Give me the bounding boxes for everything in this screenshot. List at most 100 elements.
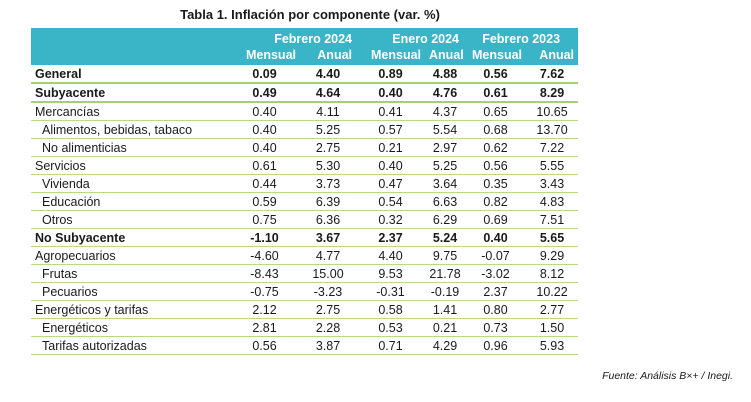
row-value: 7.62 [526, 65, 579, 84]
row-value: 0.56 [229, 336, 300, 355]
row-value: 0.21 [356, 138, 426, 157]
row-value: -4.60 [229, 246, 300, 265]
row-label: Energéticos [31, 318, 229, 337]
table-row: No Subyacente -1.10 3.67 2.37 5.24 0.40 5.65 [31, 228, 579, 247]
header-mensual: Mensual [472, 48, 523, 62]
row-value: 6.63 [425, 192, 466, 211]
table-row: Subyacente 0.49 4.64 0.40 4.76 0.61 8.29 [31, 83, 579, 103]
header-sub-row: Mensual Anual Mensual Anual Mensual Anua… [31, 47, 579, 65]
row-label: General [31, 65, 229, 84]
row-value: 0.47 [356, 174, 426, 193]
row-value: 0.68 [465, 120, 527, 139]
row-value: 0.73 [465, 318, 527, 337]
row-value: -0.31 [356, 282, 426, 301]
row-value: 0.58 [356, 300, 426, 319]
row-value: 0.80 [465, 300, 527, 319]
table-row: Vivienda 0.44 3.73 0.47 3.64 0.35 3.43 [31, 174, 579, 193]
row-value: 5.65 [526, 228, 579, 247]
row-value: 0.82 [465, 192, 527, 211]
row-value: 0.40 [229, 138, 300, 157]
header-mensual: Mensual [245, 48, 296, 62]
header-mensual: Mensual [371, 48, 422, 62]
table-row: Pecuarios -0.75 -3.23 -0.31 -0.19 2.37 10.22 [31, 282, 579, 301]
table-row: Tarifas autorizadas 0.56 3.87 0.71 4.29 0.96 5… [31, 336, 579, 355]
row-value: 8.29 [526, 83, 579, 103]
row-value: 21.78 [425, 264, 466, 283]
row-value: 5.25 [425, 156, 466, 175]
row-value: 2.37 [465, 282, 527, 301]
inflation-table: Febrero 2024 Enero 2024 Febrero 2023 Men… [31, 28, 579, 355]
row-value: 2.81 [229, 318, 300, 337]
row-label: Vivienda [31, 174, 229, 193]
row-value: 2.75 [300, 138, 357, 157]
row-value: 4.88 [425, 65, 466, 84]
source-note: Fuente: Análisis B×+ / Inegi. [602, 370, 733, 382]
row-value: 0.44 [229, 174, 300, 193]
row-value: 0.56 [465, 156, 527, 175]
row-value: 9.53 [356, 264, 426, 283]
row-label: No Subyacente [31, 228, 229, 247]
row-value: 0.40 [465, 228, 527, 247]
row-value: 0.62 [465, 138, 527, 157]
table-row: Educación 0.59 6.39 0.54 6.63 0.82 4.83 [31, 192, 579, 211]
row-value: 10.65 [526, 102, 579, 121]
row-value: 1.41 [425, 300, 466, 319]
row-value: 4.83 [526, 192, 579, 211]
row-value: 4.29 [425, 336, 466, 355]
row-value: -1.10 [229, 228, 300, 247]
row-value: 0.75 [229, 210, 300, 229]
table-row: Agropecuarios -4.60 4.77 4.40 9.75 -0.07 9.29 [31, 246, 579, 265]
row-value: 3.87 [300, 336, 357, 355]
table-row: Mercancías 0.40 4.11 0.41 4.37 0.65 10.65 [31, 102, 579, 121]
row-value: 8.12 [526, 264, 579, 283]
row-value: 0.21 [425, 318, 466, 337]
table-row: Servicios 0.61 5.30 0.40 5.25 0.56 5.55 [31, 156, 579, 175]
row-value: 0.65 [465, 102, 527, 121]
row-value: 0.61 [229, 156, 300, 175]
row-value: 6.39 [300, 192, 357, 211]
row-value: -0.75 [229, 282, 300, 301]
row-value: 5.54 [425, 120, 466, 139]
table-row: Energéticos 2.81 2.28 0.53 0.21 0.73 1.50 [31, 318, 579, 337]
header-period-feb-2023: Febrero 2023 [482, 31, 561, 46]
row-value: 0.40 [356, 83, 426, 103]
row-label: Pecuarios [31, 282, 229, 301]
table-row: Energéticos y tarifas 2.12 2.75 0.58 1.41 0.8… [31, 300, 579, 319]
row-value: 7.51 [526, 210, 579, 229]
row-label: No alimenticias [31, 138, 229, 157]
table-row: General 0.09 4.40 0.89 4.88 0.56 7.62 [31, 65, 579, 84]
row-value: 0.69 [465, 210, 527, 229]
row-value: 4.76 [425, 83, 466, 103]
row-value: 13.70 [526, 120, 579, 139]
row-value: 4.77 [300, 246, 357, 265]
row-value: 3.67 [300, 228, 357, 247]
row-value: 0.59 [229, 192, 300, 211]
row-value: 10.22 [526, 282, 579, 301]
row-value: 0.53 [356, 318, 426, 337]
row-value: -0.07 [465, 246, 527, 265]
row-value: 1.50 [526, 318, 579, 337]
row-value: 0.32 [356, 210, 426, 229]
row-label: Agropecuarios [31, 246, 229, 265]
row-value: 2.12 [229, 300, 300, 319]
row-value: 0.56 [465, 65, 527, 84]
table-row: Alimentos, bebidas, tabaco 0.40 5.25 0.57 5.… [31, 120, 579, 139]
row-value: -0.19 [425, 282, 466, 301]
header-period-feb-2024: Febrero 2024 [274, 31, 353, 46]
row-value: 4.37 [425, 102, 466, 121]
row-value: 5.30 [300, 156, 357, 175]
row-value: 2.75 [300, 300, 357, 319]
row-value: 15.00 [300, 264, 357, 283]
header-anual: Anual [429, 48, 464, 62]
row-value: 3.73 [300, 174, 357, 193]
row-value: 4.64 [300, 83, 357, 103]
row-value: 3.64 [425, 174, 466, 193]
row-value: 2.97 [425, 138, 466, 157]
row-label: Otros [31, 210, 229, 229]
table-row: No alimenticias 0.40 2.75 0.21 2.97 0.62 7.22 [31, 138, 579, 157]
row-value: -8.43 [229, 264, 300, 283]
row-value: 0.71 [356, 336, 426, 355]
table-title: Tabla 1. Inflación por componente (var. … [180, 7, 440, 22]
row-value: 0.49 [229, 83, 300, 103]
header-period-jan-2024: Enero 2024 [392, 31, 460, 46]
